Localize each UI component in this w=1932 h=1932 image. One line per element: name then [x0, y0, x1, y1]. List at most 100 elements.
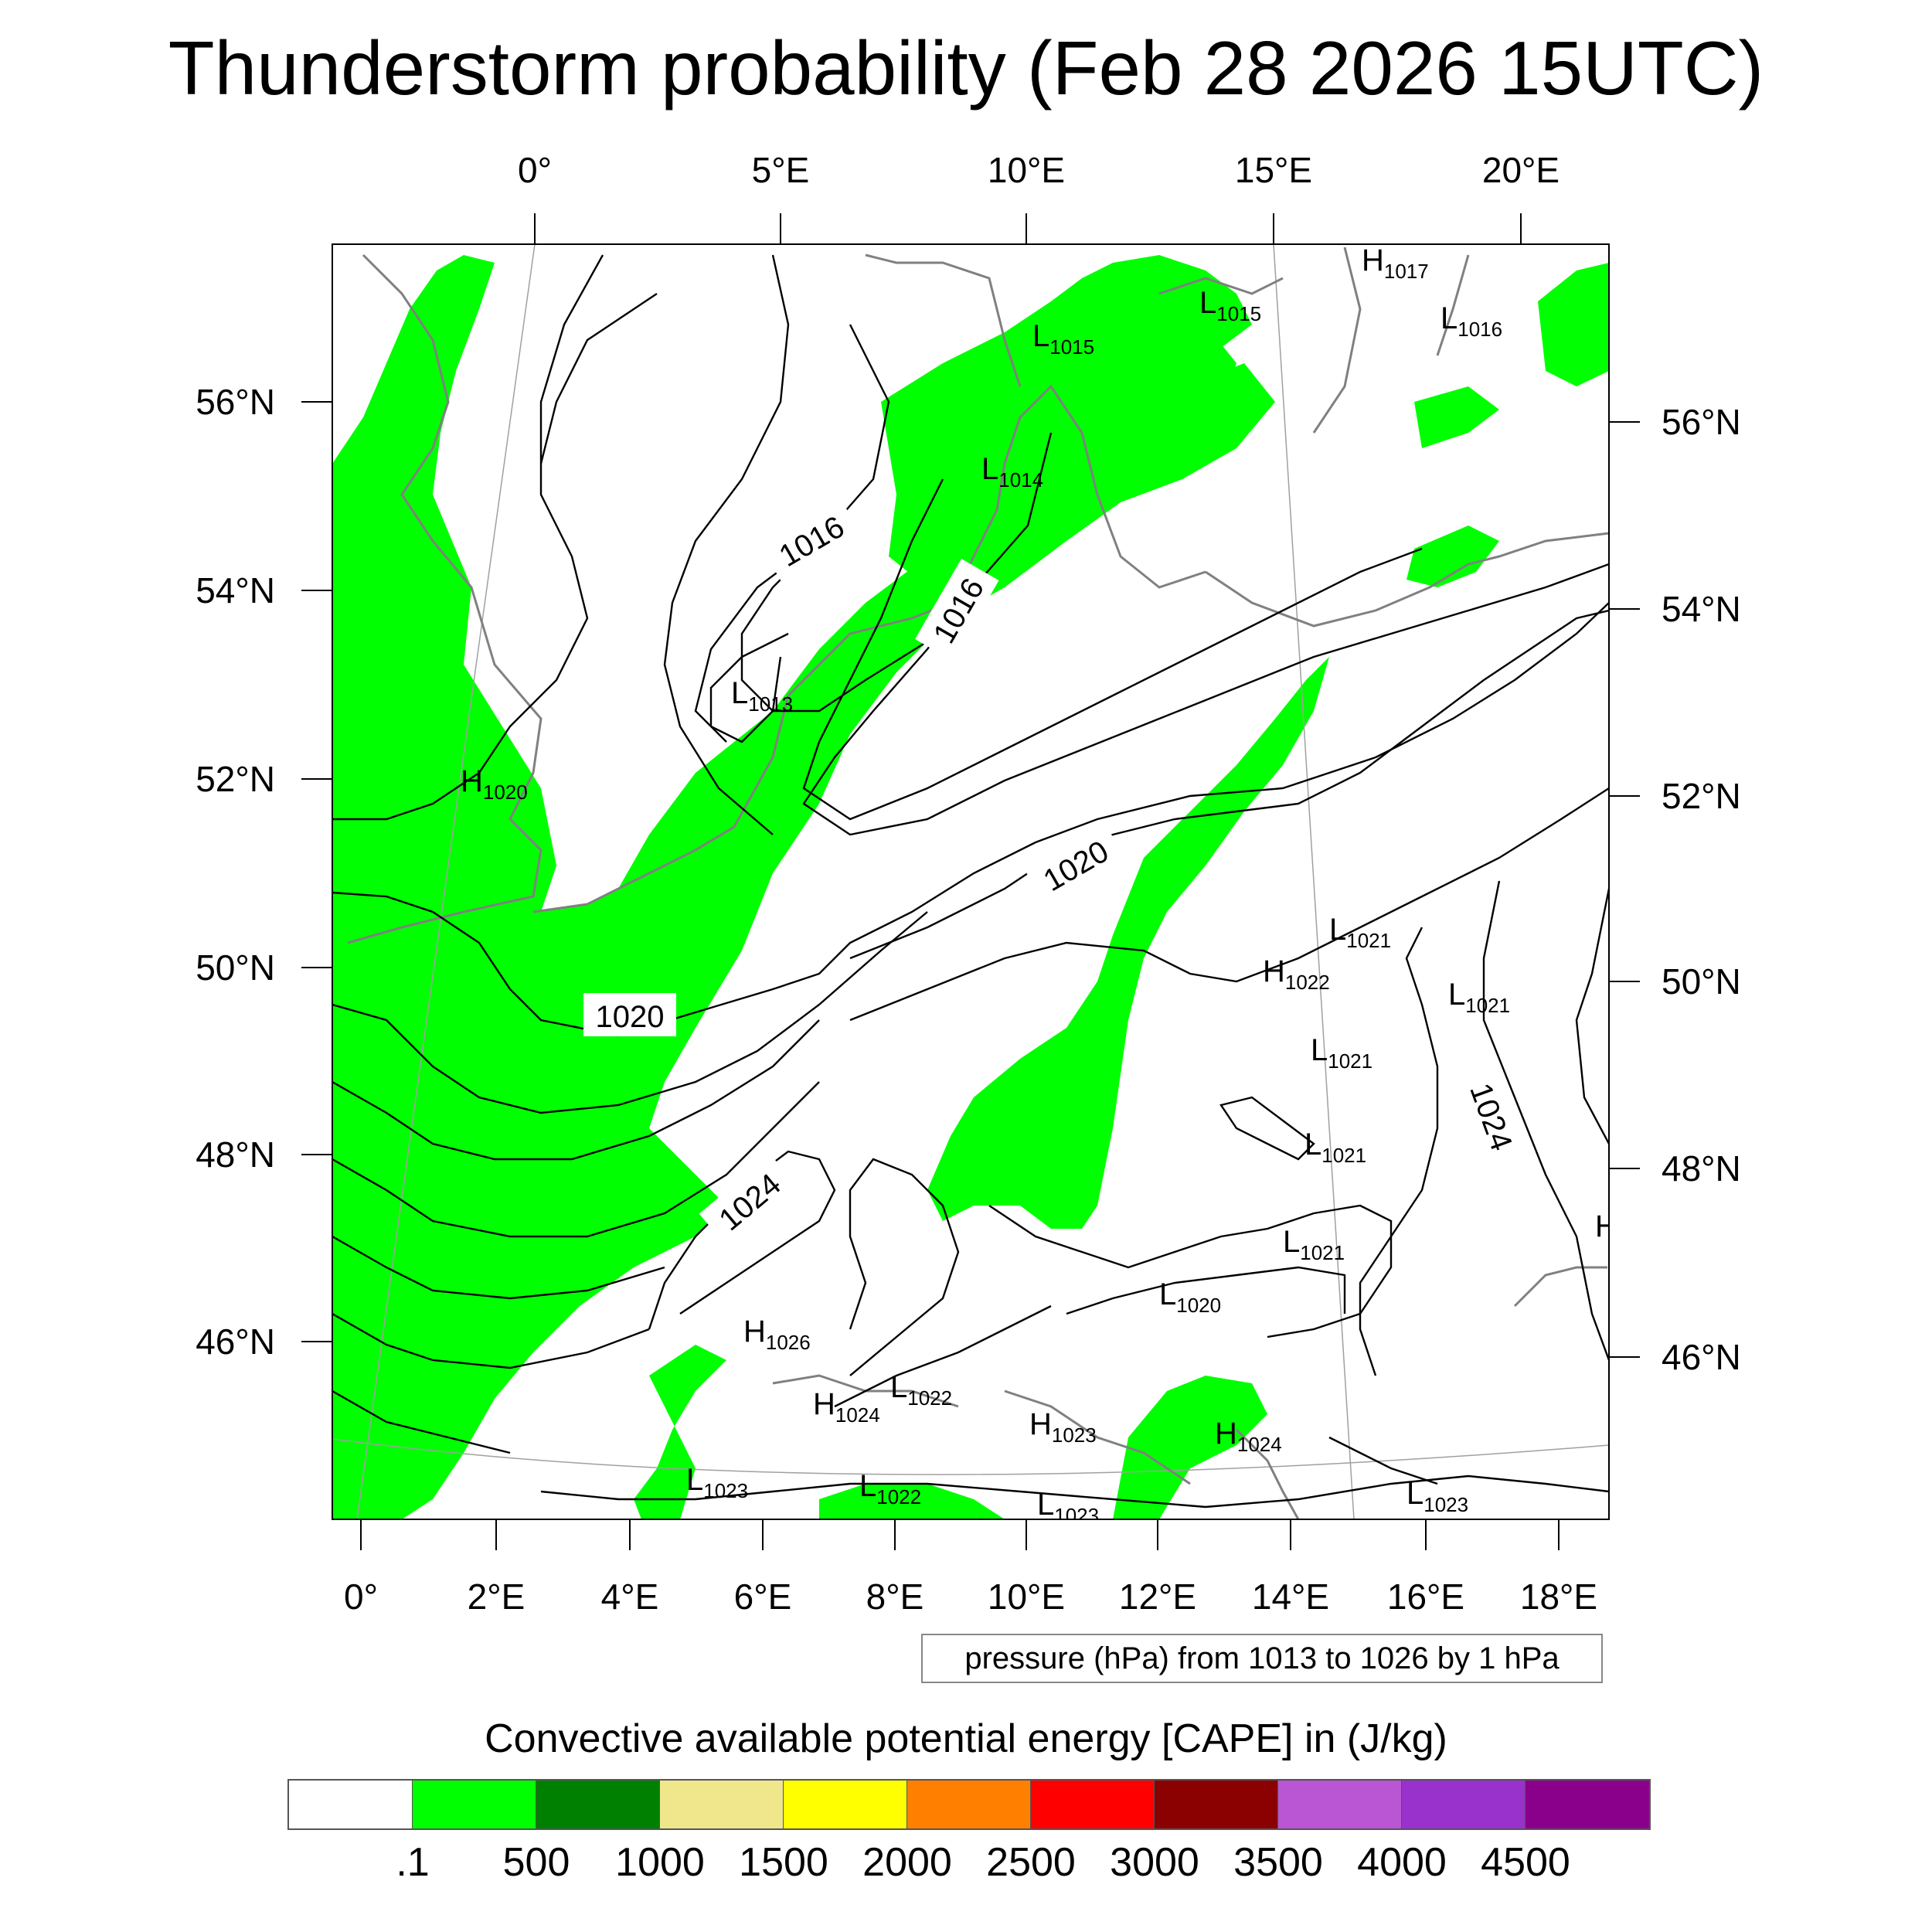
pressure-center: L1022	[890, 1370, 952, 1410]
top-lon-label: 10°E	[988, 150, 1065, 190]
isobar-line	[332, 1235, 665, 1300]
colorbar-box	[1155, 1781, 1278, 1828]
cape-area-band-east	[927, 657, 1329, 1229]
pressure-center: L1022	[859, 1469, 921, 1509]
isobar-line	[663, 254, 790, 835]
colorbar-box	[1526, 1781, 1649, 1828]
map-title: Thunderstorm probability (Feb 28 2026 15…	[168, 26, 1764, 111]
colorbar-label: 3500	[1233, 1840, 1323, 1885]
isobar-line	[834, 1304, 1052, 1408]
colorbar-box	[1031, 1781, 1155, 1828]
pressure-center: H1023	[1029, 1407, 1097, 1447]
colorbar-label: .1	[396, 1840, 430, 1885]
cape-area	[332, 255, 1609, 1519]
left-lat-label: 56°N	[196, 382, 275, 422]
pressure-center: H1026	[743, 1315, 811, 1354]
bottom-lon-label: 8°E	[866, 1577, 924, 1617]
cape-area-alps	[1113, 1376, 1267, 1519]
isobar-line	[802, 478, 1423, 821]
coastline-france-benelux	[532, 601, 951, 913]
isobar-line	[1359, 927, 1439, 1376]
cape-area-southwest	[332, 255, 1275, 1519]
coastline	[347, 247, 1609, 1519]
coastline-scandinavia	[865, 247, 1470, 434]
cape-area-adriatic	[819, 1484, 1005, 1519]
left-lat-label: 52°N	[196, 759, 275, 799]
isobar-line	[332, 602, 1609, 1037]
pressure-center: L1013	[731, 676, 793, 716]
bottom-lon-label: 6°E	[734, 1577, 792, 1617]
pressure-center: L1015	[1199, 286, 1261, 325]
isobar-line	[332, 1312, 650, 1369]
isobar-line	[648, 1150, 836, 1330]
isobar-line	[332, 911, 928, 1114]
right-lat-label: 52°N	[1662, 776, 1741, 816]
top-lon-label: 5°E	[752, 150, 810, 190]
isobar-labels: 1016 1016 1020 1020 1024 1024	[583, 498, 1529, 1247]
pressure-center: H1020	[461, 764, 528, 804]
left-lat-label: 54°N	[196, 570, 275, 611]
pressure-center: L1021	[1448, 978, 1510, 1017]
isobar-label: 1020	[596, 1000, 665, 1034]
colorbar-box	[907, 1781, 1031, 1828]
pressure-center: L1014	[981, 452, 1043, 492]
colorbar-box	[1278, 1781, 1402, 1828]
coastline-denmark	[949, 384, 1206, 604]
graticule	[332, 244, 1609, 1519]
colorbar-box	[1402, 1781, 1526, 1828]
cape-area-baltic	[1406, 526, 1499, 587]
cape-area-northeast	[1538, 263, 1609, 386]
bottom-lon-label: 12°E	[1119, 1577, 1196, 1617]
right-lat-label: 56°N	[1662, 402, 1741, 442]
top-lon-label: 20°E	[1482, 150, 1560, 190]
top-lon-label: 0°	[518, 150, 552, 190]
bottom-lon-label: 2°E	[468, 1577, 526, 1617]
colorbar-box	[413, 1781, 536, 1828]
coastline-britain	[347, 253, 543, 944]
colorbar-label: 4500	[1481, 1840, 1570, 1885]
pressure-center: L1023	[1037, 1488, 1099, 1527]
pressure-centers: H1017 L1015 L1016 L1015 L1014 L1013 H102…	[461, 243, 1617, 1527]
left-lat-label: 50°N	[196, 947, 275, 988]
contour-info-box: pressure (hPa) from 1013 to 1026 by 1 hP…	[921, 1634, 1603, 1683]
bottom-lon-label: 18°E	[1520, 1577, 1597, 1617]
colorbar-label: 4000	[1357, 1840, 1447, 1885]
isobar-line	[740, 540, 959, 713]
pressure-center-partial: H	[1595, 1209, 1617, 1243]
pressure-center: H1024	[813, 1387, 880, 1427]
map-frame	[332, 243, 1610, 1520]
isobar-line	[1328, 1436, 1438, 1485]
bottom-lon-label: 16°E	[1387, 1577, 1464, 1617]
pressure-center: L1016	[1440, 301, 1502, 341]
isobar-line	[1219, 1096, 1315, 1161]
isobar-line	[849, 609, 1609, 960]
cape-area-scandinavia	[1082, 255, 1252, 348]
coastline-lakes	[1513, 1266, 1607, 1308]
bottom-lon-label: 10°E	[988, 1577, 1065, 1617]
bottom-lon-label: 14°E	[1252, 1577, 1329, 1617]
axis-ticks	[301, 213, 1640, 1550]
left-lat-label: 48°N	[196, 1134, 275, 1175]
colorbar-label: 500	[502, 1840, 570, 1885]
isobar-line	[332, 1019, 820, 1161]
colorbar-title: Convective available potential energy [C…	[485, 1716, 1447, 1761]
pressure-center: L1021	[1283, 1225, 1345, 1264]
right-lat-label: 54°N	[1662, 589, 1741, 629]
isobar-line	[849, 1158, 960, 1376]
pressure-center: L1023	[1406, 1477, 1468, 1516]
isobar-line	[1482, 880, 1609, 1361]
isobar-line	[332, 254, 604, 821]
bottom-lon-label: 0°	[344, 1577, 378, 1617]
pressure-center: L1015	[1032, 319, 1094, 359]
pressure-center: H1017	[1362, 243, 1429, 283]
pressure-center: L1021	[1304, 1128, 1366, 1167]
isobar-line	[849, 787, 1609, 1022]
pressure-center: L1021	[1329, 913, 1391, 952]
right-lat-label: 46°N	[1662, 1337, 1741, 1377]
pressure-center: L1023	[686, 1463, 748, 1502]
isobar-line	[540, 1475, 1609, 1509]
right-lat-label: 48°N	[1662, 1148, 1741, 1189]
cape-area-poland	[1414, 386, 1499, 448]
colorbar-label: 2500	[986, 1840, 1076, 1885]
